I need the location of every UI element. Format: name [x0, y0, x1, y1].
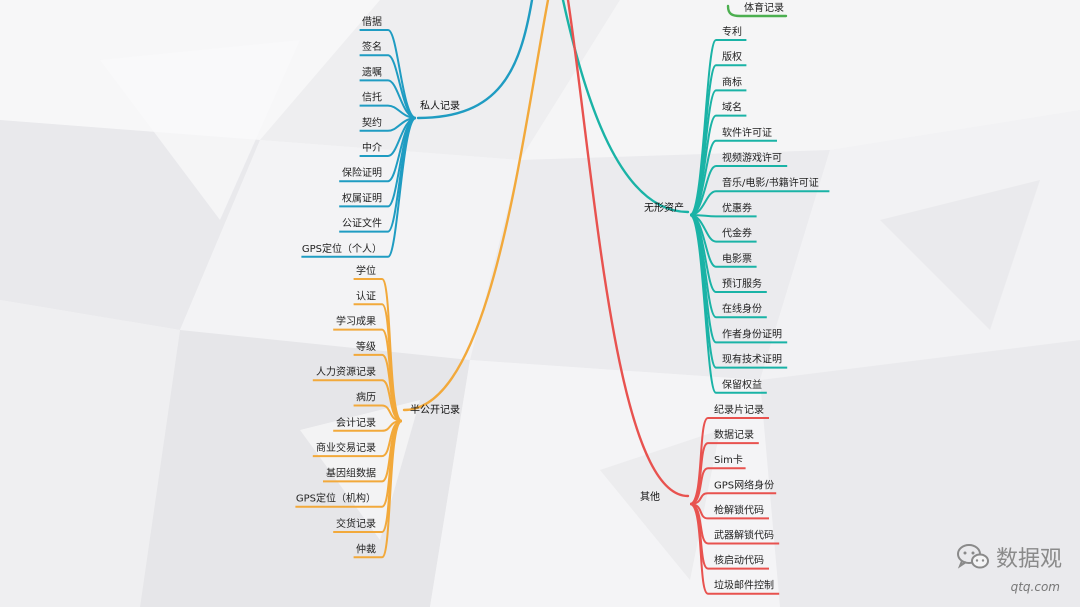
leaf-label: 保险证明: [342, 166, 382, 179]
leaf-label: 电影票: [722, 252, 752, 265]
branch-label-other: 其他: [640, 490, 660, 503]
leaf-label: 枪解锁代码: [714, 503, 764, 516]
leaf-label: GPS网络身份: [714, 478, 774, 491]
leaf-label: 核启动代码: [714, 554, 764, 567]
leaf-label: 域名: [722, 101, 742, 114]
leaf-label: 武器解锁代码: [714, 529, 774, 542]
leaf-label: 版权: [722, 50, 742, 63]
leaf-label: 病历: [356, 391, 376, 404]
leaf-label: 遗嘱: [362, 65, 382, 78]
trunk-line-3: [566, 0, 690, 498]
leaf-label: 预订服务: [722, 277, 762, 290]
leaf-label: 学习成果: [336, 315, 376, 328]
leaf-connector: [689, 492, 777, 505]
edges: [295, 0, 830, 595]
leaf-label: 在线身份: [722, 302, 762, 315]
watermark: 数据观: [956, 541, 1062, 573]
watermark-url: qtq.com: [1010, 580, 1060, 594]
leaf-connector: [353, 353, 403, 422]
leaf-connector: [689, 214, 757, 218]
leaf-label: 垃圾邮件控制: [714, 579, 774, 592]
leaf-connector: [689, 214, 767, 394]
leaf-label: 等级: [356, 340, 376, 353]
leaf-label: 借据: [362, 15, 382, 28]
leaf-connector: [689, 190, 830, 216]
watermark-label: 数据观: [995, 547, 1062, 572]
leaf-label: 软件许可证: [722, 126, 772, 139]
leaf-label: 契约: [362, 116, 382, 129]
leaf-label: 视频游戏许可: [722, 151, 782, 164]
leaf-label: 学位: [356, 264, 376, 277]
leaf-label: 人力资源记录: [316, 365, 376, 378]
trunk-line-0: [416, 0, 534, 120]
leaf-label: 商标: [722, 75, 742, 88]
leaf-label: 认证: [356, 289, 376, 302]
leaf-label: 专利: [722, 25, 742, 38]
leaf-connector: [353, 420, 403, 559]
leaf-label: 纪录片记录: [714, 403, 764, 416]
trunk-line-2: [561, 0, 690, 214]
leaf-connector: [689, 503, 780, 595]
branch-label-private: 私人记录: [420, 100, 460, 112]
leaf-label: 优惠券: [722, 201, 752, 214]
leaf-label: 仲裁: [356, 542, 376, 555]
leaf-label: 会计记录: [336, 416, 376, 429]
leaf-label: 交货记录: [336, 517, 376, 530]
leaf-label: Sim卡: [714, 453, 743, 466]
leaf-label: 体育记录: [744, 1, 784, 14]
leaf-label: 商业交易记录: [316, 441, 376, 454]
leaf-label: 信托: [362, 91, 382, 104]
leaf-label: 中介: [362, 141, 382, 154]
leaf-label: 作者身份证明: [722, 327, 782, 340]
leaf-label: 权属证明: [342, 191, 382, 204]
wechat-icon: [956, 544, 989, 569]
leaf-label: GPS定位（机构）: [296, 492, 376, 505]
leaf-label: 数据记录: [714, 428, 754, 441]
leaf-label: 公证文件: [342, 217, 382, 230]
leaf-label: 代金券: [722, 227, 752, 240]
leaf-label: 保留权益: [722, 378, 762, 391]
leaf-label: 音乐/电影/书籍许可证: [722, 176, 819, 189]
branch-label-semi_public: 半公开记录: [410, 403, 460, 416]
leaf-label: 基因组数据: [326, 466, 376, 479]
leaf-label: GPS定位（个人）: [302, 242, 382, 255]
leaf-label: 签名: [362, 40, 382, 53]
trunk-line-1: [402, 0, 550, 412]
leaf-connector: [359, 54, 417, 119]
leaf-label: 现有技术证明: [722, 353, 782, 366]
trunk-line-4: [726, 4, 788, 18]
leaf-connector: [301, 117, 417, 258]
branch-label-intangible: 无形资产: [644, 201, 684, 214]
